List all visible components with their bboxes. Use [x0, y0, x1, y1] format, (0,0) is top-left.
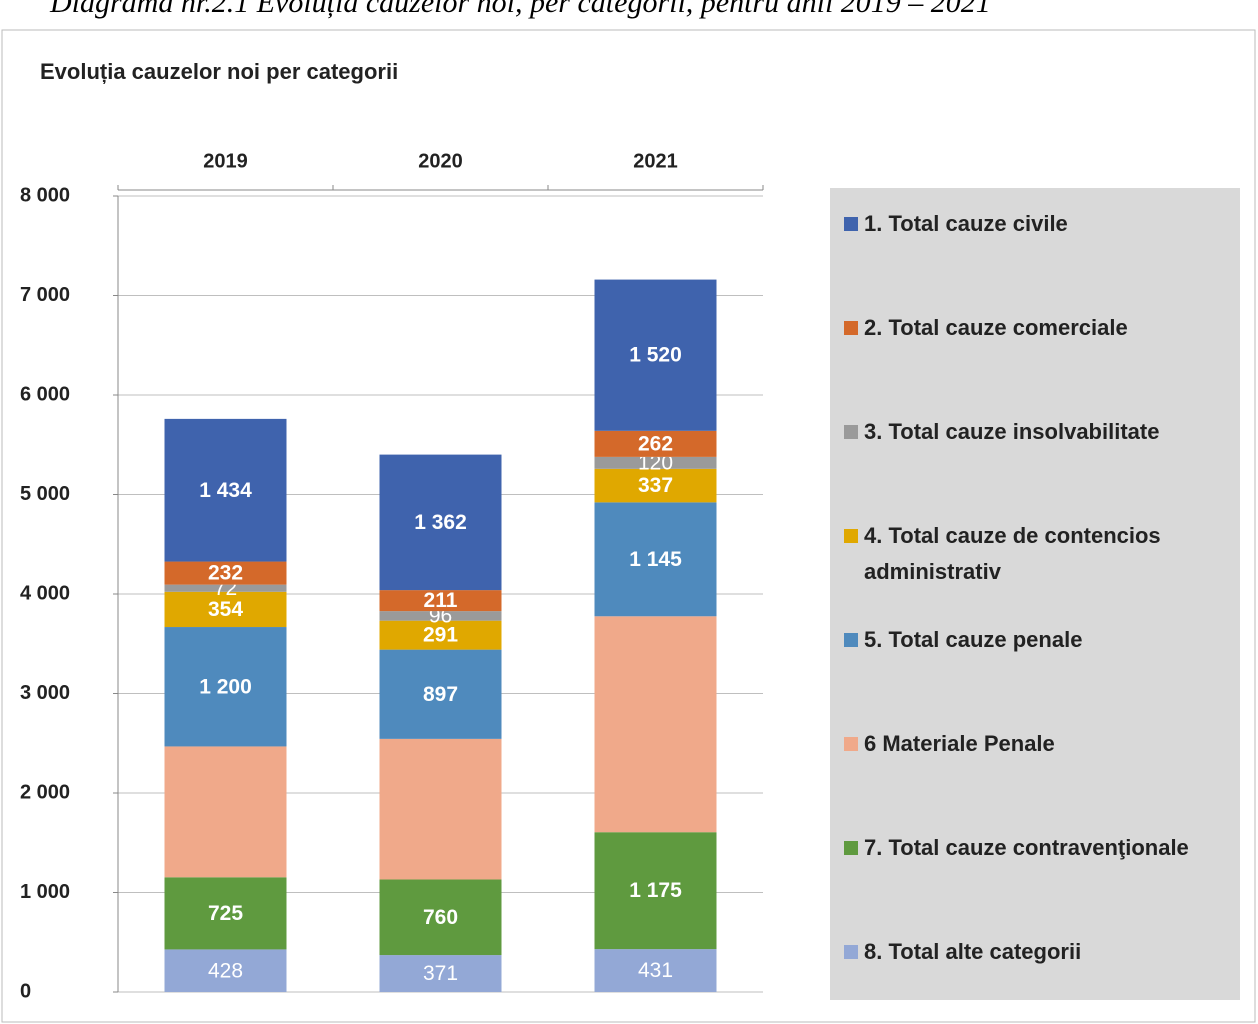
legend-swatch	[844, 425, 858, 439]
data-label: 1 175	[629, 879, 682, 902]
y-tick-label: 2 000	[20, 781, 70, 803]
data-label: 1 520	[629, 344, 682, 367]
bar-segment	[379, 738, 502, 880]
data-label: 262	[638, 432, 673, 455]
legend-swatch	[844, 217, 858, 231]
page-title: Diagrama nr.2.1 Evoluția cauzelor noi, p…	[50, 0, 991, 19]
bar-segment	[379, 454, 502, 591]
bar-segment	[379, 620, 502, 650]
data-label: 897	[423, 683, 458, 706]
bar-segment	[164, 418, 287, 562]
legend-label: 8. Total alte categorii	[864, 939, 1082, 964]
bar-segment	[164, 746, 287, 878]
legend-item: 5. Total cauze penale	[844, 622, 1229, 658]
x-tick-label: 2019	[203, 150, 248, 172]
x-tick-label: 2020	[418, 150, 463, 172]
y-tick-label: 5 000	[20, 483, 70, 505]
data-label: 725	[208, 902, 243, 925]
legend-label: 5. Total cauze penale	[864, 627, 1083, 652]
bar-segment	[164, 627, 287, 747]
bar-segment	[164, 949, 287, 992]
bar-segment	[379, 590, 502, 612]
data-label: 1 434	[199, 479, 252, 502]
bar-segment	[379, 879, 502, 956]
legend-swatch	[844, 945, 858, 959]
legend-swatch	[844, 737, 858, 751]
legend-swatch	[844, 529, 858, 543]
data-label: 211	[424, 589, 458, 612]
bar-segment	[379, 611, 502, 621]
legend-label: 3. Total cauze insolvabilitate	[864, 419, 1160, 444]
data-label: 428	[208, 959, 243, 982]
legend-item: 6 Materiale Penale	[844, 726, 1229, 762]
legend: 1. Total cauze civile 2. Total cauze come…	[830, 188, 1240, 1000]
data-label: 371	[423, 962, 458, 985]
bar-segment	[164, 584, 287, 592]
data-label: 760	[423, 906, 458, 929]
bar-segment	[164, 561, 287, 585]
y-tick-label: 7 000	[20, 284, 70, 306]
bar-segment	[594, 279, 717, 431]
legend-swatch	[844, 633, 858, 647]
legend-label: 1. Total cauze civile	[864, 211, 1068, 236]
data-label: 291	[423, 624, 458, 647]
data-label: 354	[208, 598, 243, 621]
data-label: 232	[208, 562, 243, 585]
data-label: 431	[638, 959, 673, 982]
bar-segment	[164, 591, 287, 628]
legend-item: 8. Total alte categorii	[844, 934, 1229, 970]
y-tick-label: 6 000	[20, 383, 70, 405]
legend-item: 7. Total cauze contravenţionale	[844, 830, 1229, 866]
legend-item: 4. Total cauze de contencios administrat…	[844, 518, 1229, 590]
legend-label: 7. Total cauze contravenţionale	[864, 835, 1189, 860]
data-label: 337	[638, 474, 673, 497]
legend-swatch	[844, 321, 858, 335]
legend-label: 2. Total cauze comerciale	[864, 315, 1128, 340]
bar-segment	[594, 430, 717, 457]
data-label: 120	[638, 451, 673, 474]
legend-item: 2. Total cauze comerciale	[844, 310, 1229, 346]
y-tick-label: 0	[20, 980, 31, 1002]
bar-segment	[164, 877, 287, 950]
x-tick-label: 2021	[633, 150, 678, 172]
bar-segment	[594, 468, 717, 503]
data-label: 1 200	[199, 675, 252, 698]
y-tick-label: 4 000	[20, 582, 70, 604]
legend-item: 1. Total cauze civile	[844, 206, 1229, 242]
data-label: 1 145	[629, 548, 682, 571]
legend-item: 3. Total cauze insolvabilitate	[844, 414, 1229, 450]
chart-border	[1, 29, 1256, 1023]
chart-title: Evoluția cauzelor noi per categorii	[40, 59, 398, 84]
bar-segment	[379, 649, 502, 739]
legend-label: 4. Total cauze de contencios administrat…	[864, 523, 1161, 584]
y-tick-label: 1 000	[20, 881, 70, 903]
bar-segment	[379, 955, 502, 992]
bar-segment	[594, 616, 717, 833]
bar-segment	[594, 502, 717, 617]
legend-swatch	[844, 841, 858, 855]
data-label: 1 362	[414, 511, 467, 534]
bar-segment	[594, 949, 717, 992]
bar-segment	[594, 456, 717, 469]
y-tick-label: 3 000	[20, 682, 70, 704]
y-tick-label: 8 000	[20, 184, 70, 206]
legend-label: 6 Materiale Penale	[864, 731, 1055, 756]
bar-segment	[594, 832, 717, 950]
